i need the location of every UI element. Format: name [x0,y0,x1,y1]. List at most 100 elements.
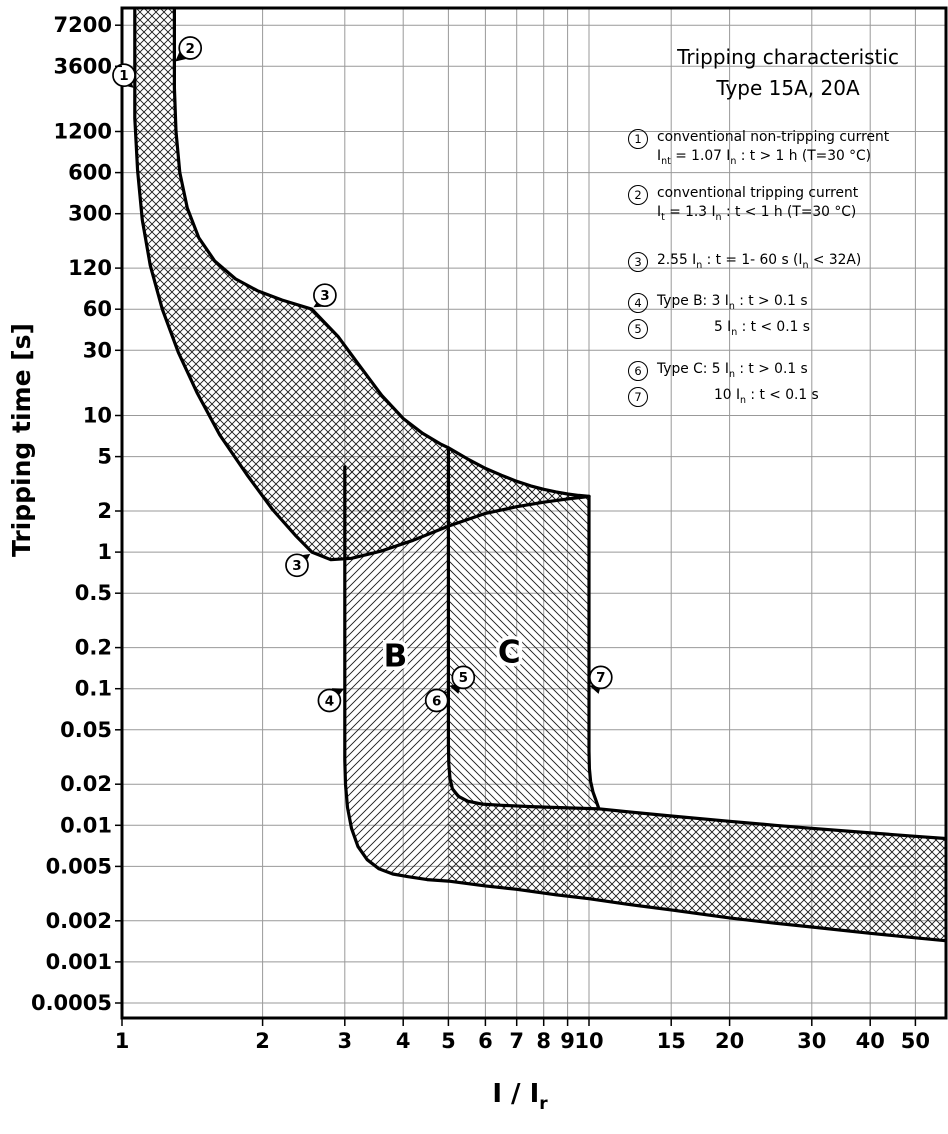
tick-label-x-20: 20 [715,1029,744,1053]
curve-type-c-upper-limit-10In-curve-7 [587,494,601,811]
region-label-B: B [384,639,408,675]
tick-label-x-7: 7 [509,1029,524,1053]
tick-label-x-15: 15 [657,1029,686,1053]
circled-number-4-icon: 4 [628,292,648,313]
circled-number-6-icon: 6 [628,361,648,382]
marker-circle-5 [451,665,476,690]
legend-item-7-text: 10 In : t < 0.1 s [714,386,819,408]
hatched-bands [134,8,946,941]
tick-label-x-2: 2 [255,1029,270,1053]
legend-item-4-text: Type B: 3 In : t > 0.1 s [657,292,808,314]
marker-number-6: 6 [432,693,441,709]
legend-item-2-text: conventional tripping current It = 1.3 I… [657,184,858,224]
tick-label-y-0.001: 0.001 [46,950,112,974]
legend-item-1: 1 conventional non-tripping current Int … [628,128,948,168]
legend-item-7: 7 10 In : t < 0.1 s [628,386,948,408]
curve-number-markers: 1 2 3 3 4 5 6 7 [112,36,613,713]
tick-label-y-0.01: 0.01 [60,813,112,837]
tick-label-y-600: 600 [68,161,112,185]
tick-label-y-5: 5 [97,445,112,469]
tick-label-y-1: 1 [97,540,112,564]
tick-label-y-300: 300 [68,202,112,226]
tick-label-y-0.0005: 0.0005 [31,991,112,1015]
chart-title: Tripping characteristic Type 15A, 20A [628,42,948,104]
legend-item-7-line1: 10 In : t < 0.1 s [714,386,819,406]
legend-item-3-text: 2.55 In : t = 1- 60 s (In < 32A) [657,251,861,273]
legend-item-3-line1: 2.55 In : t = 1- 60 s (In < 32A) [657,252,862,272]
marker-number-7: 7 [596,670,605,686]
tick-label-x-30: 30 [797,1029,826,1053]
tick-label-y-10: 10 [83,404,112,428]
legend-item-5: 5 5 In : t < 0.1 s [628,318,948,340]
chart-title-line2: Type 15A, 20A [716,76,860,100]
marker-circle-2 [178,36,203,60]
tick-label-y-120: 120 [68,256,112,280]
band-instantaneous-band-overlay [448,743,946,941]
axis-titles: Tripping time [s] I / Ir [7,323,548,1114]
circled-number-7-icon: 7 [628,386,648,407]
legend-item-5-line1: 5 In : t < 0.1 s [714,318,810,338]
tick-label-x-5: 5 [441,1029,456,1053]
tick-label-y-0.1: 0.1 [75,677,112,701]
legend-items: 1 conventional non-tripping current Int … [628,128,948,407]
tick-label-y-3600: 3600 [54,54,112,78]
axis-tick-labels: 1 2 3 4 5 6 7 8 9 10 15 20 30 40 507200360012006003001… [31,13,930,1053]
marker-number-4: 4 [325,693,334,709]
marker-number-2: 2 [185,41,194,57]
band-type-c-band [448,447,599,809]
plot-frame [120,6,948,1020]
legend-item-1-text: conventional non-tripping current Int = … [657,128,889,168]
legend-item-2-line2: It = 1.3 In : t < 1 h (T=30 °C) [657,203,857,223]
tick-label-y-0.05: 0.05 [60,718,112,742]
tick-label-y-60: 60 [83,297,112,321]
marker-number-3: 3 [320,288,329,304]
legend-item-1-line1: conventional non-tripping current [657,129,890,145]
marker-circle-4 [317,688,342,713]
tick-label-x-3: 3 [337,1029,352,1053]
tick-label-y-0.02: 0.02 [60,772,112,796]
legend-item-5-text: 5 In : t < 0.1 s [714,318,810,340]
marker-number-3: 3 [292,558,301,574]
marker-arrow-2 [175,50,188,62]
legend: Tripping characteristic Type 15A, 20A 1 … [628,42,948,407]
marker-number-1: 1 [119,68,128,84]
tick-label-x-50: 50 [901,1029,930,1053]
chart-title-line1: Tripping characteristic [677,45,899,69]
tick-label-x-8: 8 [536,1029,551,1053]
legend-item-2: 2 conventional tripping current It = 1.3… [628,184,948,224]
tick-label-y-30: 30 [83,338,112,362]
marker-circle-3 [313,283,337,308]
marker-circle-3 [285,553,309,578]
tick-label-x-10: 10 [574,1029,603,1053]
y-axis-title: Tripping time [s] [7,323,36,557]
band-thermal-band [134,8,590,560]
curve-type-b-lower-limit-3In-curve-4 [343,465,948,943]
region-label-C: C [498,635,521,671]
marker-circle-7 [588,665,613,690]
tick-label-x-40: 40 [856,1029,885,1053]
legend-item-3: 3 2.55 In : t = 1- 60 s (In < 32A) [628,251,948,273]
plot-border [120,6,948,1020]
curve-thermal-upper-limit-curve-2 [172,6,591,498]
tick-label-y-7200: 7200 [54,13,112,37]
curve-thermal-lower-limit-curve-1 [133,6,591,562]
circled-number-5-icon: 5 [628,318,648,339]
tick-label-x-6: 6 [478,1029,493,1053]
limit-curves [133,6,948,943]
tick-label-x-9: 9 [560,1029,575,1053]
tick-label-y-0.5: 0.5 [75,581,112,605]
tick-label-y-0.2: 0.2 [75,636,112,660]
tick-label-y-2: 2 [97,499,112,523]
legend-item-6-text: Type C: 5 In : t > 0.1 s [657,360,808,382]
marker-number-5: 5 [459,670,468,686]
marker-circle-6 [424,688,449,713]
tick-label-x-4: 4 [396,1029,411,1053]
legend-item-1-line2: Int = 1.07 In : t > 1 h (T=30 °C) [657,147,872,167]
marker-circle-1 [112,63,136,88]
tick-label-y-1200: 1200 [54,120,112,144]
legend-item-6: 6 Type C: 5 In : t > 0.1 s [628,360,948,382]
circled-number-3-icon: 3 [628,252,648,273]
